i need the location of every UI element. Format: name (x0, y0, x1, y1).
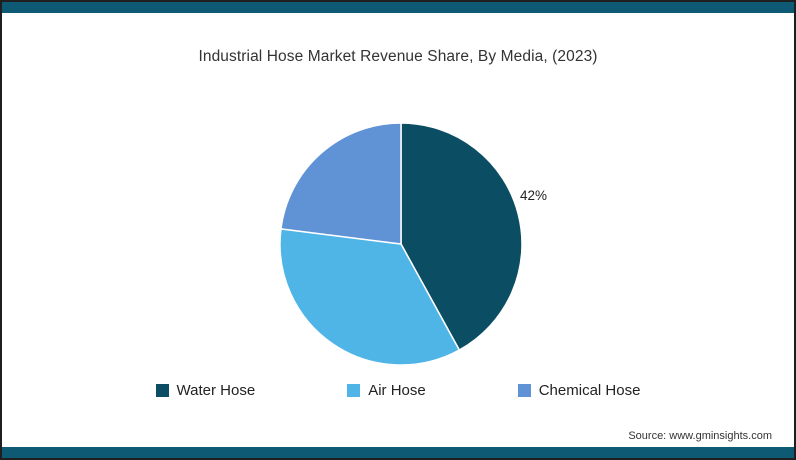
slice-value-label: 42% (520, 188, 548, 203)
legend: Water Hose Air Hose Chemical Hose (2, 382, 794, 399)
bottom-accent-bar (2, 447, 794, 458)
legend-item-water-hose: Water Hose (155, 382, 256, 399)
source-attribution: Source: www.gminsights.com (628, 430, 772, 442)
legend-item-air-hose: Air Hose (347, 382, 426, 399)
chart-title: Industrial Hose Market Revenue Share, By… (198, 48, 598, 65)
legend-item-chemical-hose: Chemical Hose (517, 382, 641, 399)
pie-slice-water-hose (400, 122, 523, 351)
legend-label-chemical-hose: Chemical Hose (538, 382, 641, 399)
legend-swatch-water-hose (155, 384, 169, 397)
legend-swatch-chemical-hose (517, 384, 531, 397)
pie-chart (278, 121, 524, 367)
pie-slice-chemical-hose (280, 122, 402, 245)
pie-slice-air-hose (279, 228, 461, 366)
legend-swatch-air-hose (347, 384, 361, 397)
legend-label-air-hose: Air Hose (368, 382, 426, 399)
top-accent-bar (2, 2, 794, 13)
legend-label-water-hose: Water Hose (176, 382, 256, 399)
pie-chart-svg (279, 122, 523, 366)
